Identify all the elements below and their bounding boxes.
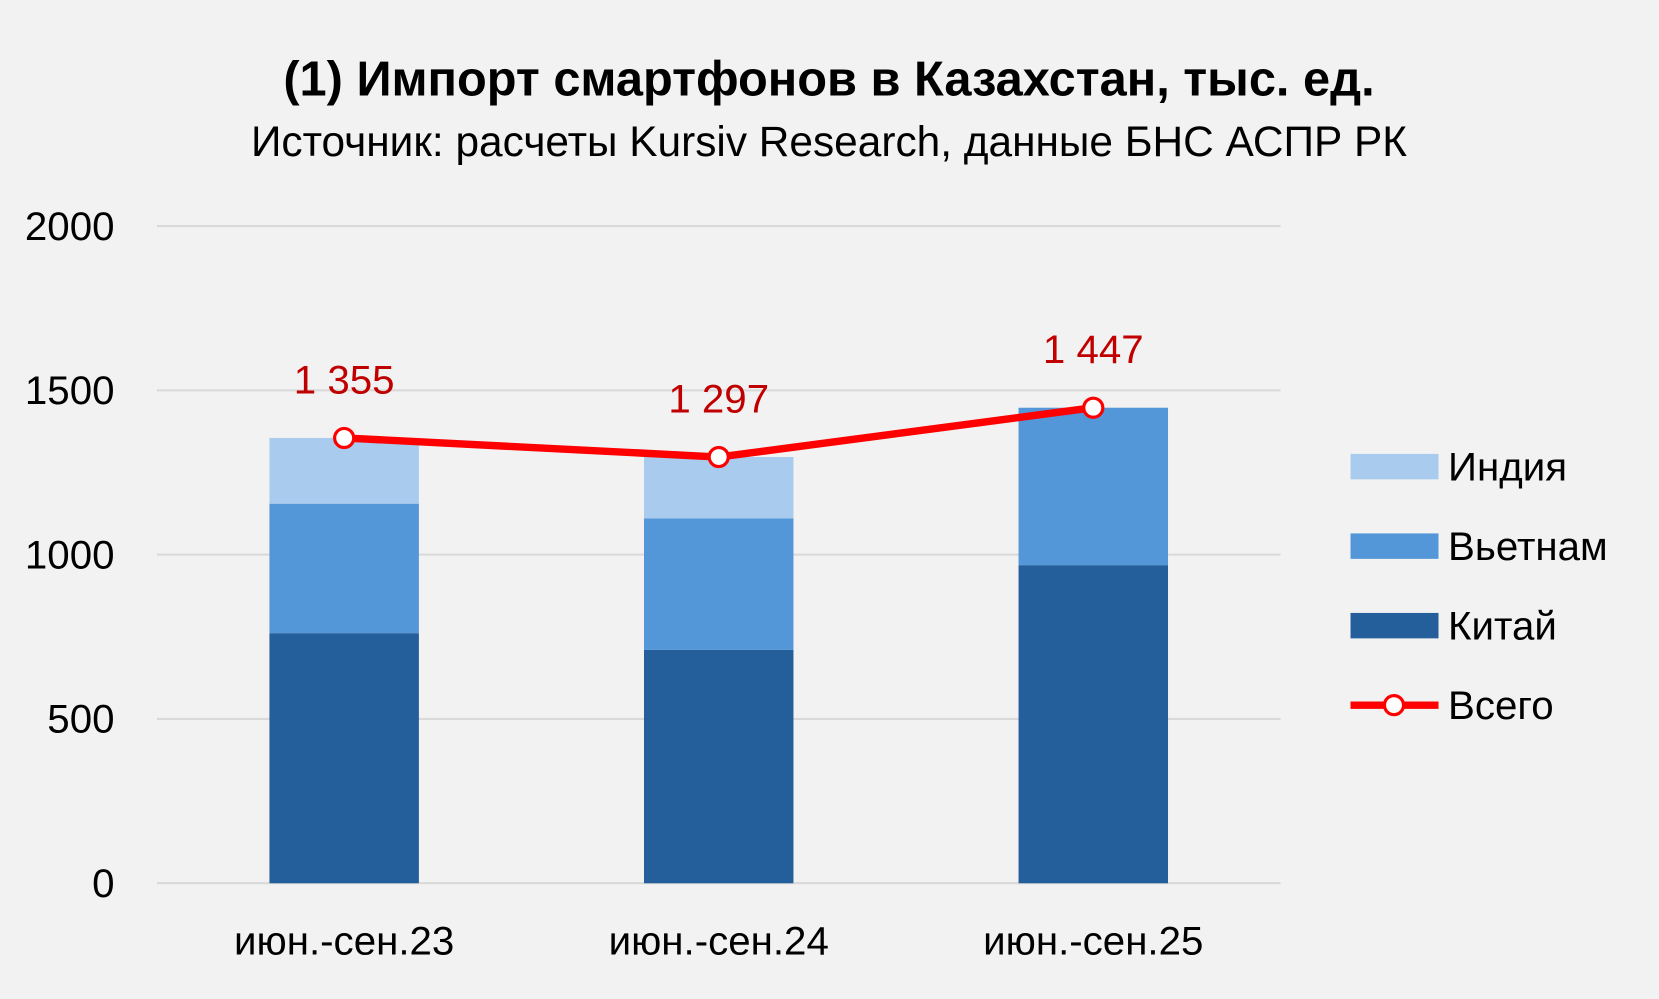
legend-label: Китай — [1448, 603, 1557, 648]
total-data-label: 1 447 — [1043, 327, 1144, 372]
y-tick-label: 1000 — [25, 532, 115, 577]
legend-label: Индия — [1448, 444, 1567, 489]
y-tick-label: 1500 — [25, 368, 115, 413]
total-point — [707, 445, 730, 469]
total-data-label: 1 297 — [668, 377, 769, 422]
x-tick-label: июн.-сен.24 — [609, 918, 829, 963]
bar-segment-Китай — [643, 649, 794, 884]
y-tick-label: 0 — [92, 861, 114, 906]
bar-segment-Китай — [269, 633, 419, 884]
total-point — [1082, 396, 1105, 419]
legend-label: Всего — [1448, 683, 1554, 728]
legend-swatch — [1350, 612, 1439, 639]
total-data-label: 1 355 — [294, 357, 395, 402]
chart-title: (1) Импорт смартфонов в Казахстан, тыс. … — [283, 53, 1374, 107]
bar-segment-Вьетнам — [1018, 407, 1169, 566]
legend-marker — [1382, 694, 1406, 717]
x-tick-label: июн.-сен.23 — [234, 918, 454, 963]
chart-subtitle: Источник: расчеты Kursiv Research, данны… — [251, 118, 1407, 165]
legend-label: Вьетнам — [1448, 524, 1608, 569]
legend-swatch — [1350, 533, 1439, 559]
y-tick-label: 500 — [47, 697, 114, 742]
bar-segment-Вьетнам — [643, 518, 794, 650]
bar-segment-Китай — [1018, 565, 1169, 884]
x-tick-label: июн.-сен.25 — [983, 918, 1203, 963]
bar-segment-Вьетнам — [269, 503, 419, 634]
total-point — [333, 426, 356, 450]
y-tick-label: 2000 — [25, 204, 115, 249]
legend-swatch — [1350, 453, 1439, 480]
